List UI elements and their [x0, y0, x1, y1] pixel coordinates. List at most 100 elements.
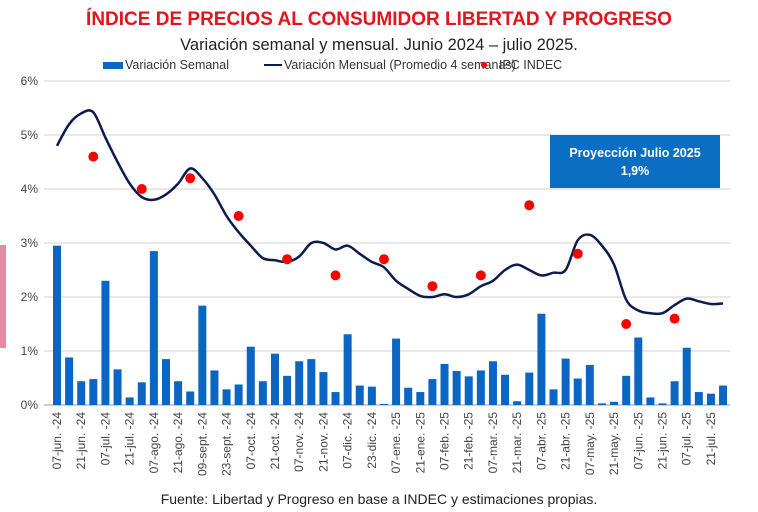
- x-tick-label: 07-nov. -24: [292, 412, 306, 472]
- bar: [585, 365, 594, 405]
- bar: [452, 370, 461, 405]
- bar: [404, 387, 413, 405]
- x-tick-label: 07-abr. -25: [534, 412, 548, 470]
- y-tick-label: 4%: [21, 182, 39, 196]
- x-tick-label: 07-ago. -24: [147, 412, 161, 474]
- bar: [379, 403, 388, 405]
- ipc-point: [233, 211, 244, 221]
- bar: [270, 353, 279, 405]
- bar: [476, 370, 485, 405]
- y-tick-label: 3%: [21, 236, 39, 250]
- bar: [634, 337, 643, 405]
- bar: [658, 403, 667, 405]
- bar: [198, 305, 207, 405]
- bar: [246, 346, 255, 405]
- bar: [464, 376, 473, 405]
- bar: [501, 374, 510, 405]
- bar: [210, 370, 219, 405]
- bar: [113, 369, 122, 405]
- bar: [77, 381, 86, 405]
- ipc-point: [88, 151, 99, 162]
- x-tick-label: 21-ago. -24: [171, 412, 185, 474]
- bar: [561, 358, 570, 405]
- bar: [549, 389, 558, 405]
- bar: [719, 385, 728, 405]
- bar: [283, 375, 292, 405]
- bar: [355, 385, 364, 405]
- bar: [670, 381, 679, 405]
- x-tick-label: 07-may. -25: [583, 412, 597, 475]
- bar: [416, 392, 425, 405]
- bar: [428, 379, 437, 405]
- bar: [331, 392, 340, 405]
- ipc-point: [572, 248, 583, 259]
- x-tick-label: 07-oct. -24: [244, 412, 258, 470]
- x-tick-label: 07-dic. -24: [341, 412, 355, 469]
- x-tick-label: 21-jun. -25: [656, 412, 670, 470]
- y-tick-label: 1%: [21, 344, 39, 358]
- x-tick-label: 21-mar. -25: [510, 412, 524, 474]
- bar: [137, 382, 146, 405]
- projection-value: 1,9%: [620, 163, 650, 178]
- bar: [149, 251, 158, 405]
- ipc-point: [330, 270, 341, 281]
- x-tick-label: 21-ene. -25: [413, 412, 427, 474]
- bar: [525, 372, 534, 405]
- y-tick-label: 6%: [21, 74, 39, 88]
- x-tick-label: 23-sept. -24: [220, 412, 234, 476]
- y-tick-label: 2%: [21, 290, 39, 304]
- x-tick-label: 21-nov. -24: [316, 412, 330, 472]
- legend-line-swatch: [264, 64, 282, 66]
- y-tick-label: 0%: [21, 398, 39, 412]
- bar: [234, 384, 243, 405]
- bar: [440, 363, 449, 405]
- x-tick-label: 07-jul. -24: [98, 412, 112, 466]
- bar: [101, 280, 110, 405]
- bar: [597, 403, 606, 405]
- legend-label: IPC INDEC: [499, 58, 563, 72]
- x-tick-label: 07-ene. -25: [389, 412, 403, 474]
- bar: [694, 392, 703, 405]
- x-tick-label: 07-feb. -25: [438, 412, 452, 470]
- y-tick-label: 5%: [21, 128, 39, 142]
- bar: [646, 397, 655, 405]
- x-tick-label: 21-abr. -25: [559, 412, 573, 470]
- bar: [222, 389, 231, 405]
- ipc-point: [475, 270, 486, 281]
- x-tick-label: 07-jul. -25: [680, 412, 694, 466]
- legend-bar-swatch: [103, 61, 123, 69]
- x-tick-label: 07-jun. -24: [50, 412, 64, 470]
- bar: [186, 391, 195, 405]
- bar: [622, 375, 631, 405]
- legend-item-ipc: IPC INDEC: [481, 58, 562, 72]
- ipc-point: [185, 173, 196, 184]
- bar: [307, 359, 316, 405]
- x-tick-label: 21-jun. -24: [74, 412, 88, 470]
- bar: [125, 397, 134, 405]
- x-tick-label: 21-jul. -25: [704, 412, 718, 466]
- bar: [367, 386, 376, 405]
- bar: [610, 401, 619, 405]
- bar: [706, 393, 715, 405]
- legend-label: Variación Semanal: [125, 58, 229, 72]
- projection-title: Proyección Julio 2025: [569, 145, 701, 160]
- x-tick-label: 07-mar. -25: [486, 412, 500, 474]
- bar: [392, 338, 401, 405]
- ipc-point: [282, 254, 293, 265]
- chart-subtitle: Variación semanal y mensual. Junio 2024 …: [180, 36, 578, 54]
- ipc-point: [621, 319, 632, 329]
- bar: [682, 347, 691, 405]
- legend-item-weekly: Variación Semanal: [103, 58, 229, 72]
- bar: [53, 245, 61, 405]
- legend-item-monthly: Variación Mensual (Promedio 4 semanas): [264, 58, 516, 72]
- x-tick-label: 21-feb. -25: [462, 412, 476, 470]
- projection-box: Proyección Julio 2025 1,9%: [550, 135, 720, 188]
- x-tick-label: 21-jul. -24: [123, 412, 137, 466]
- x-tick-label: 07-jun. -25: [631, 412, 645, 470]
- side-accent: [0, 245, 6, 348]
- bar: [537, 313, 546, 405]
- ipc-point: [427, 281, 438, 292]
- chart-title: ÍNDICE DE PRECIOS AL CONSUMIDOR LIBERTAD…: [86, 9, 672, 30]
- bar: [65, 357, 74, 405]
- source-note: Fuente: Libertad y Progreso en base a IN…: [160, 491, 598, 507]
